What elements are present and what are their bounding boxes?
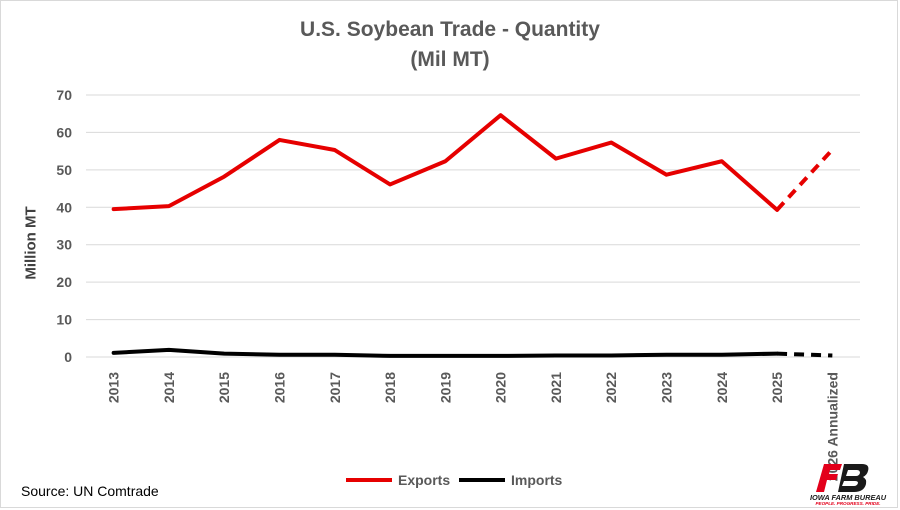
x-tick-label: 2023 [659, 372, 675, 403]
logo-text: IOWA FARM BUREAU [810, 493, 887, 502]
legend-label-exports: Exports [398, 472, 451, 488]
x-tick-label: 2017 [327, 372, 343, 403]
legend-item-imports: Imports [459, 472, 562, 488]
y-tick-label: 70 [56, 87, 72, 103]
legend-swatch-exports [346, 478, 392, 482]
x-tick-label: 2014 [161, 372, 177, 403]
y-tick-label: 40 [56, 199, 72, 215]
logo-tagline: PEOPLE. PROGRESS. PRIDE. [815, 501, 880, 506]
legend-label-imports: Imports [511, 472, 563, 488]
x-tick-label: 2025 [769, 372, 785, 403]
x-tick-label: 2022 [603, 372, 619, 403]
series-line-imports-projected [777, 351, 833, 358]
x-tick-label: 2016 [272, 372, 288, 403]
x-tick-label: 2015 [216, 372, 232, 403]
y-tick-label: 0 [64, 349, 72, 365]
series-line-exports-projected [775, 148, 834, 212]
source-note: Source: UN Comtrade [21, 483, 159, 499]
x-tick-label: 2021 [548, 372, 564, 403]
x-tick-label: 2026 Annualized [824, 372, 840, 481]
chart-title: U.S. Soybean Trade - Quantity [300, 18, 600, 41]
x-tick-label: 2018 [382, 372, 398, 403]
x-tick-label: 2020 [493, 372, 509, 403]
x-tick-label: 2019 [437, 372, 453, 403]
iowa-farm-bureau-logo: IOWA FARM BUREAU PEOPLE. PROGRESS. PRIDE… [810, 464, 887, 506]
series-line-imports [111, 347, 780, 358]
x-tick-label: 2024 [714, 372, 730, 403]
y-tick-label: 10 [56, 312, 72, 328]
legend-swatch-imports [459, 478, 505, 482]
y-tick-label: 60 [56, 124, 72, 140]
x-tick-label: 2013 [106, 372, 122, 403]
y-tick-label: 20 [56, 274, 72, 290]
y-tick-label: 50 [56, 162, 72, 178]
y-tick-label: 30 [56, 237, 72, 253]
legend-item-exports: Exports [346, 472, 450, 488]
series-line-exports [111, 113, 780, 212]
chart-subtitle: (Mil MT) [410, 48, 490, 71]
